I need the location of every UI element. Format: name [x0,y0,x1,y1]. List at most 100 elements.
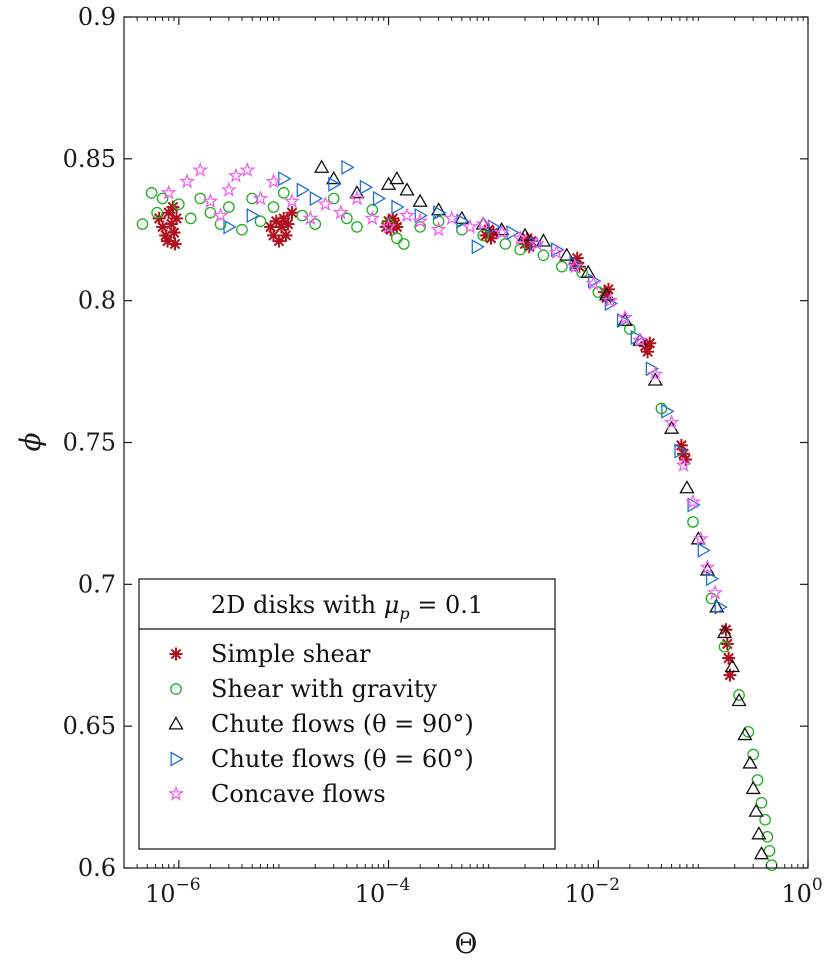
data-point [326,170,342,185]
legend-entries: Simple shear Shear with gravity Chute flow… [168,640,474,808]
legend-marker [168,785,184,801]
data-point [389,170,405,185]
data-point [246,207,260,224]
legend-title-math: μ [384,591,400,619]
data-point [172,198,185,211]
data-point [265,173,282,189]
data-point [192,161,209,177]
x-tick-label: 10−4 [355,875,411,908]
y-tick-label: 0.7 [78,570,116,598]
data-point [707,584,724,600]
data-point [412,193,428,207]
legend-entry-1: Shear with gravity [170,675,437,703]
legend-marker [170,751,184,767]
data-point [167,226,181,240]
data-point [220,181,237,197]
data-point [309,218,322,230]
data-point [493,224,510,240]
x-tick-label: 100 [781,875,822,908]
data-point [351,221,363,233]
y-tick-label: 0.85 [63,145,116,173]
data-point [380,218,397,234]
data-point [212,207,229,223]
legend: 2D disks with μp = 0.1 Simple shear Shear… [138,578,556,850]
data-point [731,692,747,707]
data-point [412,212,429,229]
data-point [643,336,657,350]
data-point [602,292,619,308]
data-point [239,161,256,177]
data-point [168,237,182,251]
y-tick-label: 0.8 [78,287,116,315]
data-point [281,217,295,231]
data-point [285,206,299,220]
data-point [414,221,426,233]
legend-label: Concave flows [211,780,386,808]
data-point [674,443,688,459]
data-point [512,229,529,246]
data-point [528,235,545,251]
data-point [759,813,771,826]
data-point [499,238,512,250]
x-tick-label: 10−2 [564,875,620,908]
data-point [477,229,490,242]
data-point [697,542,711,558]
data-point [720,637,734,651]
legend-box [138,578,556,850]
data-point [475,215,492,231]
y-axis-label: ϕ [14,432,47,451]
data-point [548,244,565,260]
data-point [398,238,410,250]
data-point [364,210,381,226]
data-point [267,228,281,242]
data-point [391,199,405,215]
legend-entry-0: Simple shear [169,640,371,668]
data-point [556,260,568,273]
data-point [724,658,740,673]
data-point [747,748,760,761]
data-point [430,221,447,237]
data-point [733,689,745,701]
data-point [714,599,728,615]
data-point [399,207,415,223]
series-1 [136,187,778,872]
data-point [236,223,248,236]
data-point [745,780,761,795]
data-point [267,201,280,213]
data-point [391,232,403,245]
data-point [136,218,149,230]
data-point [454,210,470,224]
data-point [169,211,183,225]
legend-title-sub: p [399,604,409,623]
y-tick-label: 0.75 [63,429,116,457]
legend-entry-4: Concave flows [168,780,386,808]
data-point [585,275,602,291]
data-point [737,726,753,741]
data-point [632,331,648,348]
data-point [341,159,355,175]
data-point [663,414,680,430]
data-point [535,233,552,247]
legend-entry-3: Chute flows (θ = 60°) [170,745,474,773]
data-point [632,332,648,346]
legend-entry-2: Chute flows (θ = 90°) [168,710,474,738]
legend-marker [168,716,184,730]
data-point [699,558,716,575]
data-point [328,176,342,192]
data-point [309,190,324,207]
data-point [223,219,237,235]
data-point [763,845,776,857]
legend-label: Simple shear [211,640,371,668]
series-4 [160,161,724,600]
data-point [359,179,374,195]
data-point [252,190,269,206]
y-tick-label: 0.6 [78,854,116,882]
data-point [687,516,699,528]
data-point [284,192,300,209]
axis-tick-labels: 0.6 0.65 0.7 0.75 0.8 0.85 0.9 10−6 10−4 10−2 100 [63,3,823,908]
data-point [751,774,764,786]
data-point [279,228,293,242]
data-point [592,286,605,299]
legend-title-rest: = 0.1 [410,591,484,619]
data-point [722,651,736,665]
